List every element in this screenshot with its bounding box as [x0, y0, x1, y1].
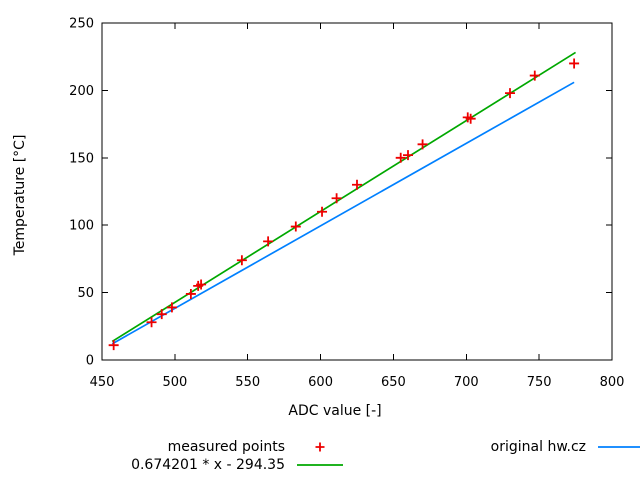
data-point-marker: [465, 113, 476, 124]
data-point-marker: [263, 236, 274, 247]
data-point-marker: [529, 70, 540, 81]
data-point-marker: [166, 302, 177, 313]
data-point-marker: [156, 309, 167, 320]
y-tick-label: 50: [77, 286, 94, 301]
x-tick-label: 750: [527, 375, 552, 390]
y-tick-label: 150: [69, 151, 94, 166]
y-tick-label: 0: [86, 354, 94, 369]
series-line-0-674201-x-294-35: [111, 51, 577, 343]
data-point-marker: [395, 152, 406, 163]
x-tick-label: 450: [90, 375, 115, 390]
data-point-marker: [417, 139, 428, 150]
legend-label-measured-points: measured points: [167, 439, 285, 455]
x-tick-label: 500: [162, 375, 187, 390]
series-line-original-hw-cz: [111, 81, 575, 345]
x-axis-label: ADC value [-]: [288, 403, 382, 419]
x-tick-label: 600: [308, 375, 333, 390]
x-tick-label: 700: [454, 375, 479, 390]
legend-label-original-hwcz: original hw.cz: [490, 439, 586, 455]
data-point-marker: [196, 279, 207, 290]
x-tick-label: 650: [381, 375, 406, 390]
legend-marker-measured-points: [315, 442, 325, 452]
y-tick-label: 200: [69, 84, 94, 99]
data-point-marker: [290, 221, 301, 232]
data-point-marker: [236, 255, 247, 266]
data-point-marker: [317, 206, 328, 217]
data-point-marker: [403, 150, 413, 161]
x-tick-label: 550: [235, 375, 260, 390]
y-tick-label: 250: [69, 17, 94, 32]
plot-frame: [101, 22, 613, 361]
data-point-marker: [185, 288, 196, 299]
data-point-marker: [146, 317, 157, 328]
data-point-marker: [352, 179, 362, 190]
data-point-marker: [331, 193, 342, 204]
y-axis-label: Temperature [°C]: [12, 134, 28, 256]
y-tick-label: 100: [69, 219, 94, 234]
data-point-marker: [569, 58, 580, 69]
x-tick-label: 800: [600, 375, 625, 390]
data-point-marker: [108, 340, 119, 351]
data-point-marker: [505, 88, 515, 99]
legend-label-fit-formula: 0.674201 * x - 294.35: [131, 457, 285, 473]
